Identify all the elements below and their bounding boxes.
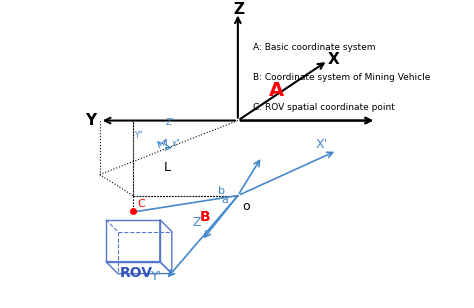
Text: X': X' [316,138,328,151]
Text: Z": Z" [165,118,175,127]
Text: o: o [242,200,250,213]
Text: A: Basic coordinate system: A: Basic coordinate system [253,43,375,51]
Text: x": x" [172,139,181,148]
Text: ROV: ROV [119,265,152,280]
Text: B: B [200,209,210,224]
Text: Y": Y" [135,131,143,140]
Text: b: b [218,186,225,196]
Text: L: L [164,160,171,174]
Text: Y': Y' [151,270,163,283]
Text: B: Coordinate system of Mining Vehicle: B: Coordinate system of Mining Vehicle [253,73,430,82]
Text: A: A [269,81,284,100]
Text: a: a [221,195,228,205]
Text: Z: Z [234,2,245,17]
Text: C: C [137,199,145,209]
Text: C: ROV spatial coordinate point: C: ROV spatial coordinate point [253,103,395,111]
Text: X: X [328,51,340,67]
Text: Z': Z' [193,216,205,229]
Text: Y: Y [85,113,96,128]
